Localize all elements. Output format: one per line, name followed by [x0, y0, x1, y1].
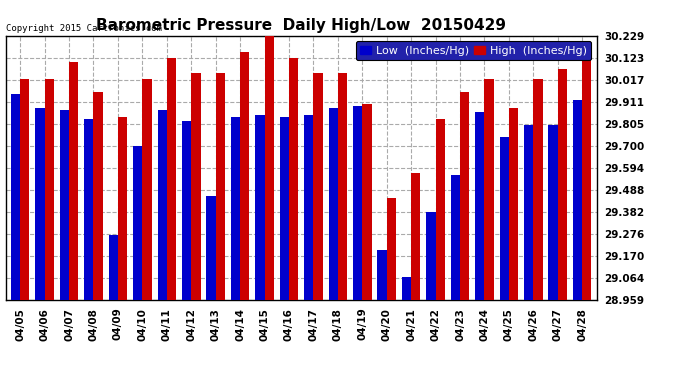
Bar	[338, 73, 347, 300]
Bar	[118, 117, 127, 300]
Bar	[279, 117, 289, 300]
Bar	[264, 35, 274, 300]
Bar	[558, 69, 567, 300]
Bar	[60, 110, 69, 300]
Bar	[451, 175, 460, 300]
Bar	[573, 100, 582, 300]
Bar	[549, 125, 558, 300]
Bar	[93, 92, 103, 300]
Bar	[231, 117, 240, 300]
Bar	[255, 114, 264, 300]
Legend: Low  (Inches/Hg), High  (Inches/Hg): Low (Inches/Hg), High (Inches/Hg)	[355, 41, 591, 60]
Bar	[182, 121, 191, 300]
Bar	[460, 92, 469, 300]
Bar	[426, 212, 435, 300]
Bar	[402, 277, 411, 300]
Bar	[69, 63, 79, 300]
Title: Barometric Pressure  Daily High/Low  20150429: Barometric Pressure Daily High/Low 20150…	[96, 18, 506, 33]
Bar	[240, 52, 249, 300]
Bar	[484, 79, 494, 300]
Bar	[216, 73, 225, 300]
Bar	[435, 118, 445, 300]
Bar	[533, 79, 542, 300]
Bar	[313, 73, 323, 300]
Bar	[500, 137, 509, 300]
Bar	[582, 56, 591, 300]
Bar	[133, 146, 142, 300]
Bar	[362, 104, 371, 300]
Bar	[328, 108, 338, 300]
Bar	[157, 110, 167, 300]
Text: Copyright 2015 Cartronics.com: Copyright 2015 Cartronics.com	[6, 24, 161, 33]
Bar	[20, 79, 30, 300]
Bar	[142, 79, 152, 300]
Bar	[524, 125, 533, 300]
Bar	[411, 173, 420, 300]
Bar	[353, 106, 362, 300]
Bar	[35, 108, 45, 300]
Bar	[304, 114, 313, 300]
Bar	[206, 196, 216, 300]
Bar	[377, 250, 386, 300]
Bar	[475, 112, 484, 300]
Bar	[108, 235, 118, 300]
Bar	[386, 198, 396, 300]
Bar	[45, 79, 54, 300]
Bar	[289, 58, 298, 300]
Bar	[11, 94, 20, 300]
Bar	[167, 58, 176, 300]
Bar	[191, 73, 201, 300]
Bar	[509, 108, 518, 300]
Bar	[84, 118, 93, 300]
